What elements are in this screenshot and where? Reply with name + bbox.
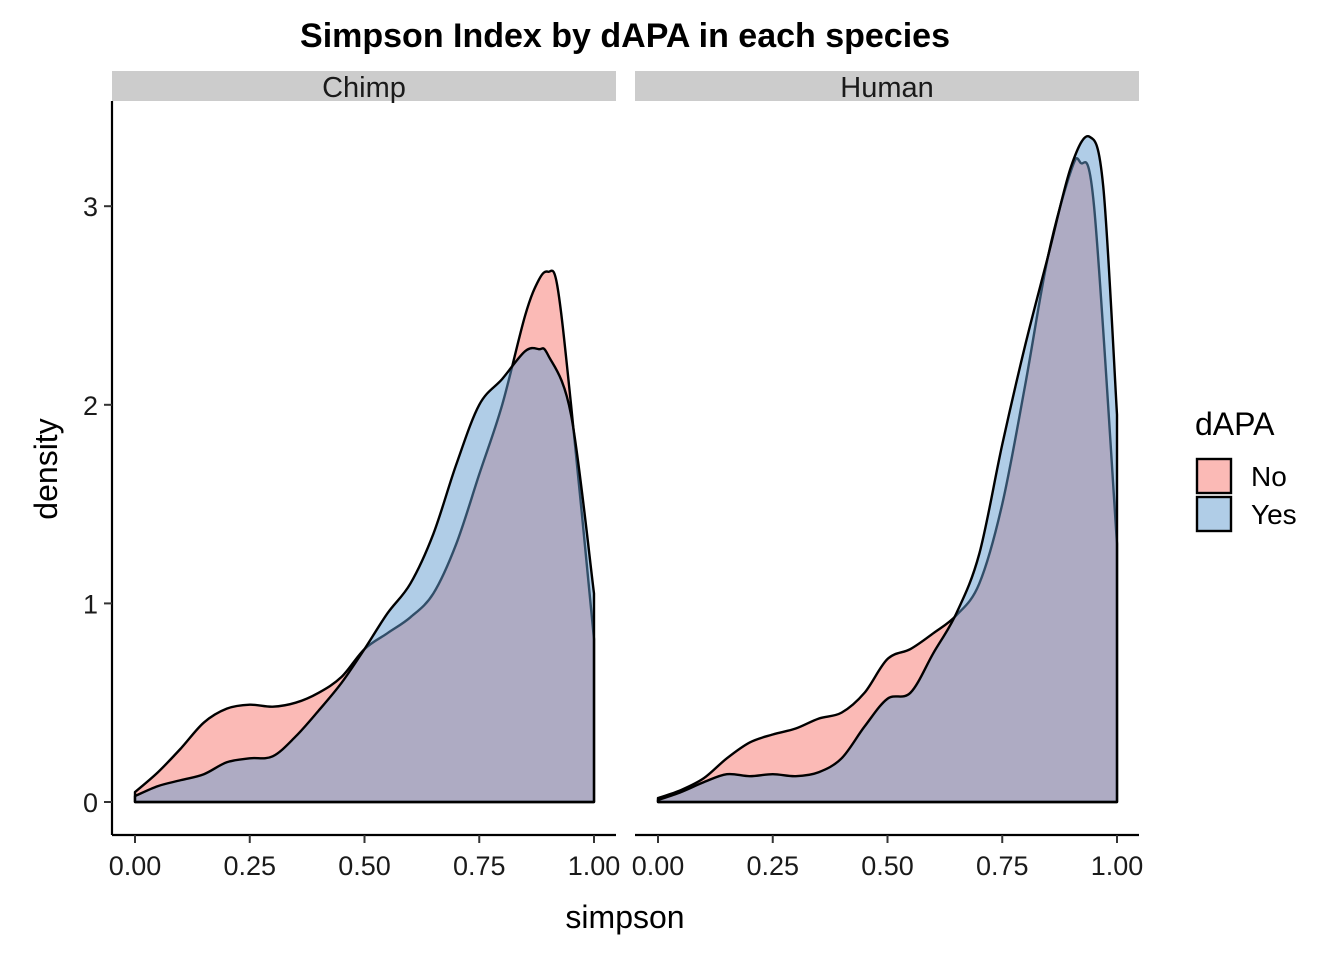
- density-area-yes: [133, 346, 596, 804]
- x-tick-label: 0.25: [223, 851, 276, 881]
- facet-panel-human: Human 0.00 0.25 0.50 0.75 1.00: [632, 71, 1144, 881]
- legend-key: [1195, 495, 1233, 533]
- legend-entry-no: No: [1195, 457, 1287, 495]
- y-axis-title: density: [28, 418, 64, 519]
- facet-panel-chimp: Chimp 0.00 0.25 0.50 0.75 1.00: [109, 71, 621, 881]
- legend-title: dAPA: [1195, 406, 1275, 442]
- x-tick-label: 1.00: [1091, 851, 1144, 881]
- y-tick-label: 3: [83, 192, 98, 222]
- y-axis: 0 1 2 3: [83, 101, 114, 835]
- x-tick-label: 0.75: [453, 851, 506, 881]
- x-tick-label: 0.00: [632, 851, 685, 881]
- facet-strip: [112, 71, 616, 101]
- x-tick-label: 0.50: [338, 851, 391, 881]
- chart-title: Simpson Index by dAPA in each species: [300, 17, 950, 55]
- legend-entry-yes: Yes: [1195, 495, 1297, 533]
- y-tick-label: 1: [83, 589, 98, 619]
- legend-key: [1195, 457, 1233, 495]
- legend: dAPA No Yes: [1195, 406, 1297, 533]
- y-tick-label: 0: [83, 788, 98, 818]
- y-tick-label: 2: [83, 391, 98, 421]
- facet-strip: [635, 71, 1139, 101]
- x-tick-label: 1.00: [568, 851, 621, 881]
- facet-strip-label: Human: [840, 72, 934, 104]
- legend-label: No: [1251, 461, 1287, 492]
- x-tick-label: 0.25: [746, 851, 799, 881]
- x-axis-title: simpson: [565, 899, 684, 935]
- x-tick-label: 0.50: [861, 851, 914, 881]
- facet-panels: Chimp 0.00 0.25 0.50 0.75 1.00 Human 0.00 0.25 0.…: [83, 71, 1143, 881]
- x-tick-label: 0.75: [976, 851, 1029, 881]
- facet-strip-label: Chimp: [322, 72, 406, 104]
- x-tick-label: 0.00: [109, 851, 162, 881]
- density-area-yes: [656, 135, 1119, 804]
- legend-label: Yes: [1251, 499, 1297, 530]
